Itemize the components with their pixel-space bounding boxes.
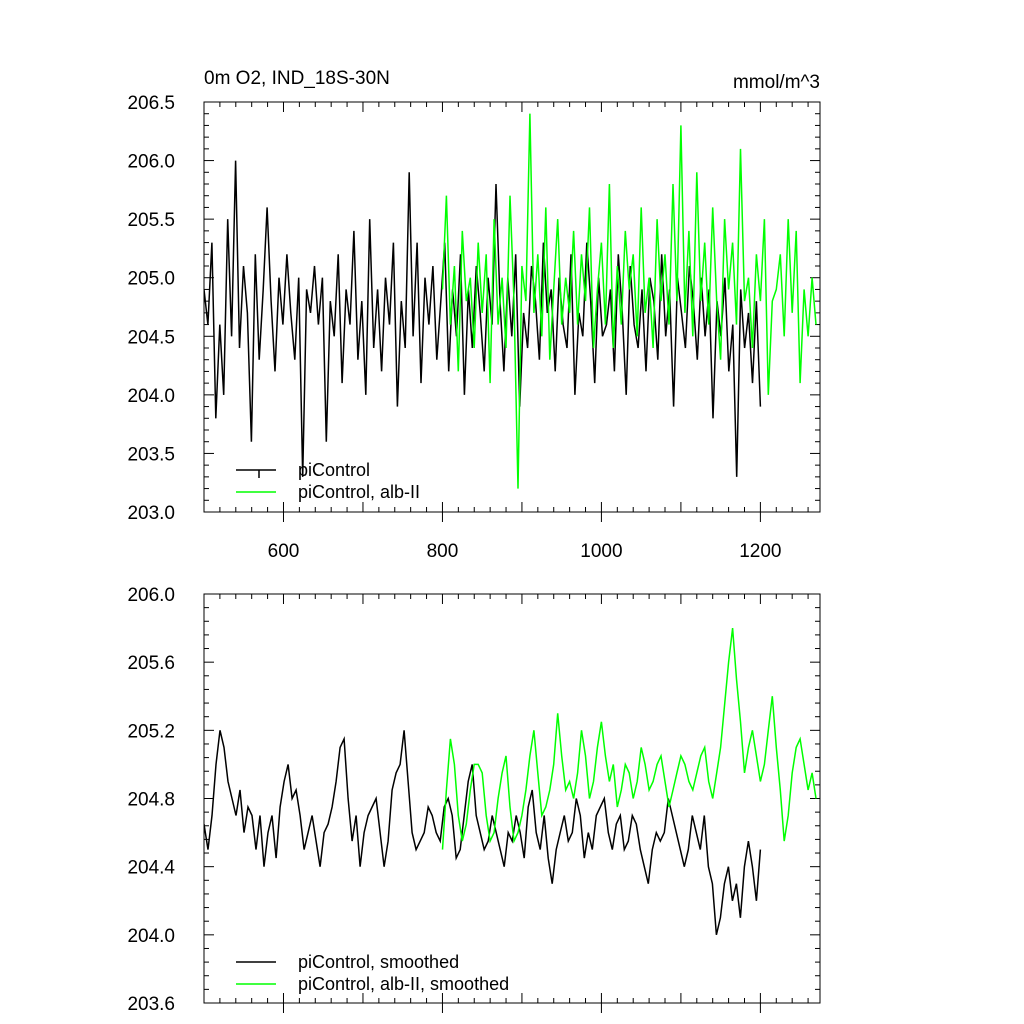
y-tick-label: 206.5 [127, 93, 175, 114]
y-tick-label: 204.4 [127, 858, 175, 879]
units-label: mmol/m^3 [733, 72, 820, 93]
x-tick-label: 1000 [580, 541, 622, 562]
legend-label: piControl, alb-II [298, 482, 420, 502]
x-tick-label: 600 [268, 541, 300, 562]
series-line-picontrol [204, 730, 762, 935]
legend-label: piControl [298, 460, 370, 480]
y-tick-label: 204.0 [127, 386, 175, 407]
y-tick-label: 205.2 [127, 721, 175, 742]
top-panel: 600 800 1000 1200 206.5 206.0 205.5 205.0 204.5 2… [127, 93, 821, 562]
y-tick-label: 203.0 [127, 503, 175, 524]
chart-title: 0m O2, IND_18S-30N [204, 68, 390, 89]
y-tick-label: 205.0 [127, 269, 175, 290]
y-tick-label: 204.8 [127, 790, 175, 811]
x-tick-label: 800 [427, 541, 459, 562]
plot-frame [203, 593, 821, 1004]
y-tick-label: 204.0 [127, 926, 175, 947]
legend-label: piControl, alb-II, smoothed [298, 974, 509, 994]
series-line-alb-ii [441, 628, 817, 850]
y-tick-label: 205.6 [127, 653, 175, 674]
plot-frame [203, 101, 821, 513]
legend-label: piControl, smoothed [298, 952, 459, 972]
x-tick-label: 1200 [739, 541, 781, 562]
series-line-picontrol [204, 160, 762, 477]
y-tick-label: 203.6 [127, 994, 175, 1015]
y-tick-label: 203.5 [127, 444, 175, 465]
y-tick-label: 206.0 [127, 152, 175, 173]
series-line-alb-ii [441, 113, 817, 489]
bottom-panel: 206.0 205.6 205.2 204.8 204.4 204.0 203.6 piCon… [127, 585, 821, 1015]
y-tick-label: 205.5 [127, 210, 175, 231]
y-tick-label: 204.5 [127, 327, 175, 348]
y-tick-label: 206.0 [127, 585, 175, 606]
